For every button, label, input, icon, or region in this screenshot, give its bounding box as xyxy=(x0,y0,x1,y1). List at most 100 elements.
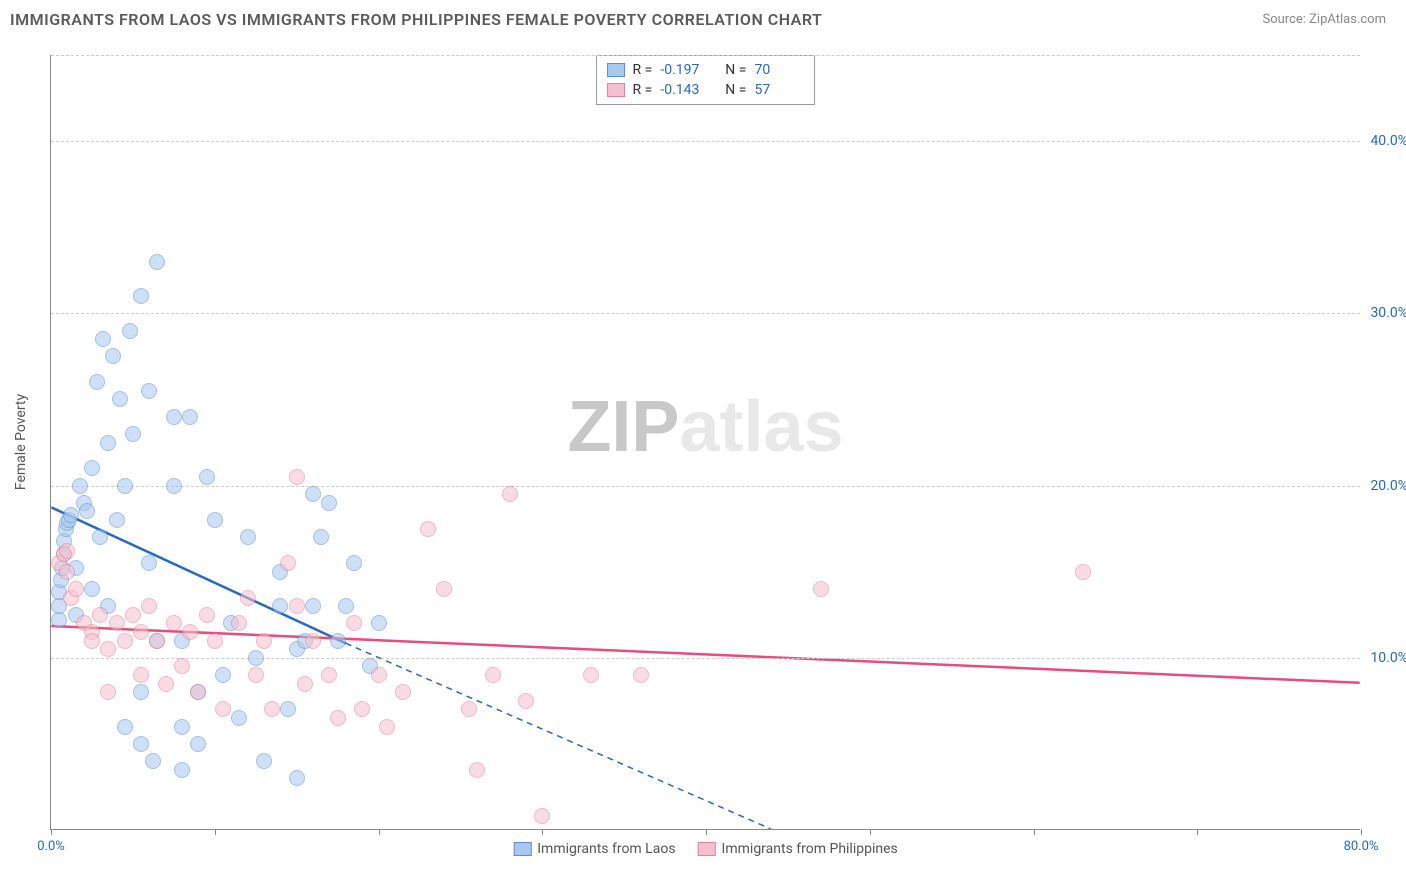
scatter-point xyxy=(346,555,362,571)
scatter-point xyxy=(240,590,256,606)
scatter-point xyxy=(633,667,649,683)
scatter-point xyxy=(280,555,296,571)
scatter-point xyxy=(133,288,149,304)
gridline xyxy=(51,313,1360,314)
scatter-point xyxy=(256,753,272,769)
scatter-point xyxy=(182,624,198,640)
scatter-point xyxy=(133,736,149,752)
scatter-point xyxy=(395,684,411,700)
scatter-point xyxy=(272,598,288,614)
scatter-point xyxy=(338,598,354,614)
scatter-point xyxy=(125,607,141,623)
stat-r-label: R = xyxy=(633,62,653,78)
scatter-point xyxy=(109,615,125,631)
x-tick xyxy=(1361,829,1362,835)
scatter-point xyxy=(95,331,111,347)
scatter-point xyxy=(149,633,165,649)
scatter-point xyxy=(105,348,121,364)
scatter-point xyxy=(51,612,67,628)
scatter-point xyxy=(289,598,305,614)
scatter-point xyxy=(240,529,256,545)
scatter-point xyxy=(190,736,206,752)
scatter-point xyxy=(207,512,223,528)
scatter-point xyxy=(84,633,100,649)
scatter-point xyxy=(166,615,182,631)
scatter-point xyxy=(248,667,264,683)
scatter-point xyxy=(371,667,387,683)
scatter-point xyxy=(141,383,157,399)
scatter-point xyxy=(330,633,346,649)
scatter-point xyxy=(117,719,133,735)
scatter-point xyxy=(321,667,337,683)
scatter-point xyxy=(84,460,100,476)
scatter-point xyxy=(289,770,305,786)
stat-n-label: N = xyxy=(718,82,746,98)
y-tick-label: 10.0% xyxy=(1362,650,1406,666)
x-tick-label: 80.0% xyxy=(1344,839,1379,854)
scatter-point xyxy=(92,607,108,623)
source-label: Source: ZipAtlas.com xyxy=(1262,12,1386,27)
scatter-point xyxy=(190,684,206,700)
scatter-point xyxy=(313,529,329,545)
series-legend: Immigrants from LaosImmigrants from Phil… xyxy=(513,841,898,857)
scatter-point xyxy=(117,478,133,494)
scatter-point xyxy=(109,512,125,528)
scatter-point xyxy=(280,701,296,717)
scatter-point xyxy=(813,581,829,597)
scatter-point xyxy=(72,478,88,494)
scatter-point xyxy=(125,426,141,442)
x-tick xyxy=(1197,829,1198,835)
stat-r-value: -0.197 xyxy=(660,62,710,78)
scatter-point xyxy=(133,667,149,683)
legend-swatch xyxy=(513,842,531,856)
scatter-point xyxy=(305,633,321,649)
scatter-point xyxy=(289,469,305,485)
scatter-point xyxy=(59,564,75,580)
legend-swatch xyxy=(607,63,625,77)
scatter-point xyxy=(215,701,231,717)
x-tick-label: 0.0% xyxy=(37,839,65,854)
scatter-point xyxy=(112,391,128,407)
scatter-point xyxy=(158,676,174,692)
scatter-point xyxy=(92,529,108,545)
scatter-point xyxy=(461,701,477,717)
scatter-point xyxy=(321,495,337,511)
stats-legend-row: R = -0.143 N = 57 xyxy=(607,80,805,100)
scatter-point xyxy=(379,719,395,735)
x-tick xyxy=(51,829,52,835)
scatter-point xyxy=(68,581,84,597)
scatter-point xyxy=(518,693,534,709)
scatter-point xyxy=(297,676,313,692)
y-axis-label: Female Poverty xyxy=(13,394,29,490)
legend-label: Immigrants from Philippines xyxy=(722,841,898,857)
gridline xyxy=(51,486,1360,487)
x-tick xyxy=(215,829,216,835)
scatter-point xyxy=(100,435,116,451)
scatter-point xyxy=(330,710,346,726)
scatter-point xyxy=(485,667,501,683)
legend-swatch xyxy=(698,842,716,856)
scatter-point xyxy=(264,701,280,717)
scatter-point xyxy=(231,710,247,726)
scatter-point xyxy=(207,633,223,649)
scatter-point xyxy=(182,409,198,425)
chart-plot-area: Female Poverty ZIPatlas R = -0.197 N = 7… xyxy=(50,55,1360,830)
scatter-point xyxy=(141,598,157,614)
scatter-point xyxy=(199,607,215,623)
gridline xyxy=(51,141,1360,142)
scatter-point xyxy=(256,633,272,649)
scatter-point xyxy=(89,374,105,390)
watermark: ZIPatlas xyxy=(567,386,843,468)
scatter-point xyxy=(166,478,182,494)
scatter-point xyxy=(59,543,75,559)
scatter-point xyxy=(534,808,550,824)
scatter-point xyxy=(248,650,264,666)
x-tick xyxy=(870,829,871,835)
stat-n-label: N = xyxy=(718,62,746,78)
y-tick-label: 40.0% xyxy=(1362,133,1406,149)
scatter-point xyxy=(100,684,116,700)
chart-title: IMMIGRANTS FROM LAOS VS IMMIGRANTS FROM … xyxy=(10,10,822,29)
scatter-point xyxy=(469,762,485,778)
gridline xyxy=(51,55,1360,56)
scatter-point xyxy=(354,701,370,717)
